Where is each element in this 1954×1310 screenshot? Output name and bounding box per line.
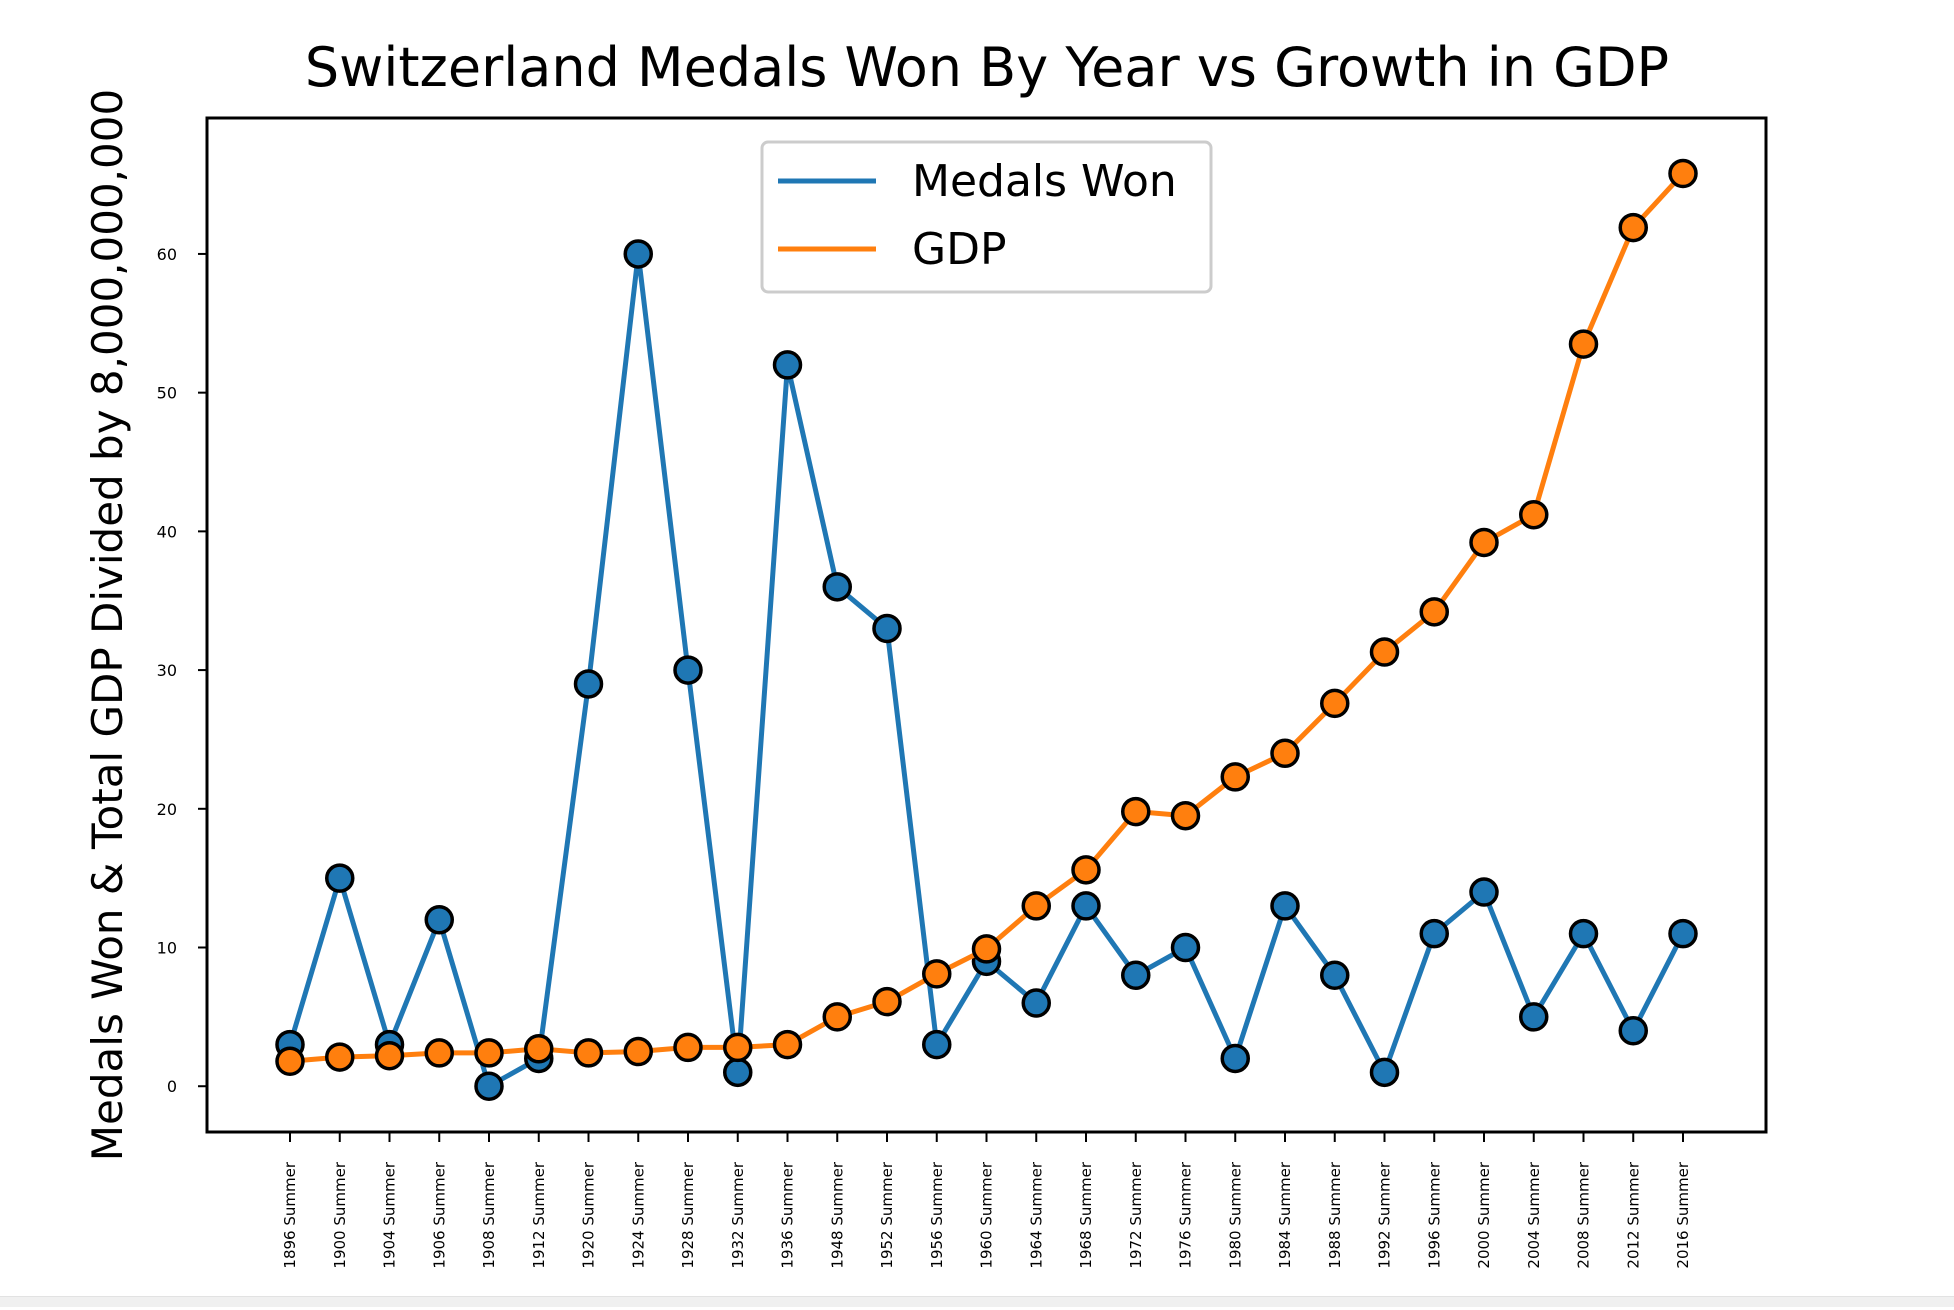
data-point-medals-won-23 [1419,918,1449,949]
y-tick-label-40: 40 [157,522,177,541]
data-point-medals-won-18 [1170,932,1201,963]
x-tick-label-16: 1968 Summer [1077,1161,1095,1268]
data-point-medals-won-3 [424,905,454,935]
data-point-gdp-3 [424,1038,454,1068]
data-point-gdp-2 [374,1040,405,1071]
data-point-medals-won-26 [1568,918,1599,949]
data-point-gdp-12 [872,986,902,1017]
data-point-medals-won-7 [623,239,653,269]
data-point-medals-won-28 [1668,918,1698,949]
data-point-gdp-17 [1121,796,1151,827]
series-line-gdp [287,170,1686,1064]
data-point-medals-won-12 [872,613,902,644]
x-tick-label-9: 1932 Summer [729,1161,747,1268]
data-point-medals-won-1 [325,863,355,893]
x-tick-label-6: 1920 Summer [580,1161,598,1268]
data-point-gdp-24 [1469,527,1499,558]
data-point-gdp-25 [1519,499,1549,530]
data-point-medals-won-24 [1469,877,1499,907]
data-point-medals-won-9 [723,1057,753,1088]
x-tick-label-1: 1900 Summer [331,1161,349,1268]
data-point-gdp-18 [1170,800,1201,831]
data-point-medals-won-16 [1071,891,1101,921]
data-point-gdp-16 [1071,855,1101,885]
x-tick-label-27: 2012 Summer [1624,1161,1642,1268]
data-point-gdp-21 [1320,688,1350,719]
data-point-gdp-13 [922,959,952,989]
data-point-gdp-4 [474,1038,504,1068]
x-tick-label-14: 1960 Summer [978,1161,996,1268]
data-point-medals-won-27 [1618,1015,1648,1046]
data-point-gdp-15 [1021,891,1051,921]
data-point-medals-won-17 [1121,960,1151,991]
x-tick-label-15: 1964 Summer [1027,1161,1045,1268]
data-point-gdp-1 [325,1042,355,1072]
x-tick-label-23: 1996 Summer [1425,1161,1443,1268]
y-tick-label-50: 50 [157,384,177,403]
data-point-medals-won-6 [573,669,604,699]
y-tick-label-30: 30 [157,661,177,680]
x-tick-label-8: 1928 Summer [679,1161,697,1268]
x-tick-label-10: 1936 Summer [779,1161,797,1268]
x-tick-label-21: 1988 Summer [1326,1161,1344,1268]
x-tick-label-11: 1948 Summer [828,1161,846,1268]
data-point-gdp-7 [623,1036,653,1067]
data-point-gdp-14 [971,934,1002,964]
x-tick-label-22: 1992 Summer [1376,1161,1394,1268]
x-tick-label-19: 1980 Summer [1226,1161,1244,1268]
data-point-medals-won-22 [1369,1057,1400,1088]
x-tick-label-26: 2008 Summer [1575,1161,1593,1268]
x-tick-label-7: 1924 Summer [629,1161,647,1268]
data-point-medals-won-15 [1021,988,1051,1018]
x-tick-label-0: 1896 Summer [281,1161,299,1268]
x-tick-label-17: 1972 Summer [1127,1161,1145,1268]
data-point-gdp-26 [1568,329,1599,359]
plot-area: 0 10 20 30 40 50 60 1896 Summer 1900 Summer 1904 … [157,116,1768,1269]
data-point-medals-won-19 [1220,1043,1250,1074]
data-point-medals-won-13 [922,1029,952,1060]
data-point-gdp-10 [772,1029,803,1060]
x-tick-label-20: 1984 Summer [1276,1161,1294,1268]
y-tick-label-20: 20 [157,800,177,819]
data-point-gdp-11 [822,1002,852,1032]
x-tick-label-13: 1956 Summer [928,1161,946,1268]
data-point-gdp-5 [524,1034,554,1064]
data-point-gdp-28 [1668,158,1698,189]
x-tick-label-24: 2000 Summer [1475,1161,1493,1268]
data-point-gdp-19 [1220,762,1250,792]
y-tick-label-60: 60 [157,245,177,264]
y-tick-label-10: 10 [157,939,177,958]
data-point-gdp-0 [275,1046,305,1077]
y-axis-label: Medals Won & Total GDP Divided by 8,000,… [83,89,132,1161]
data-point-gdp-20 [1270,738,1300,769]
data-point-medals-won-10 [772,350,803,380]
x-tick-label-2: 1904 Summer [381,1161,399,1268]
x-tick-label-18: 1976 Summer [1177,1161,1195,1268]
x-tick-label-3: 1906 Summer [430,1161,448,1268]
legend-label-medals-won: Medals Won [912,156,1177,207]
data-point-medals-won-20 [1270,891,1300,921]
x-tick-label-5: 1912 Summer [530,1161,548,1268]
data-point-gdp-8 [673,1032,703,1063]
legend-label-gdp: GDP [912,224,1007,275]
data-point-medals-won-21 [1320,960,1350,991]
y-tick-label-0: 0 [167,1077,177,1096]
chart-title: Switzerland Medals Won By Year vs Growth… [305,36,1669,99]
data-point-medals-won-8 [673,655,703,685]
data-point-gdp-23 [1419,597,1449,627]
x-tick-label-25: 2004 Summer [1525,1161,1543,1268]
window-bottom-edge [0,1296,1954,1307]
data-point-gdp-22 [1369,637,1400,667]
data-point-medals-won-25 [1519,1002,1549,1032]
data-point-gdp-9 [723,1032,753,1063]
x-tick-label-12: 1952 Summer [878,1161,896,1268]
data-point-gdp-6 [573,1038,604,1068]
data-point-medals-won-4 [474,1071,504,1101]
data-point-gdp-27 [1618,212,1648,243]
x-tick-label-4: 1908 Summer [480,1161,498,1268]
x-tick-label-28: 2016 Summer [1674,1161,1692,1268]
data-point-medals-won-11 [822,572,852,602]
